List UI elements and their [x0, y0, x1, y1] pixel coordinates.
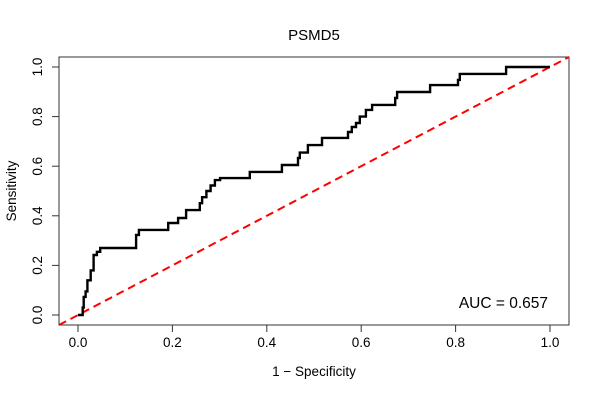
chance-diagonal-line: [58, 56, 570, 326]
y-tick-label: 0.6: [30, 157, 45, 176]
y-axis-title: Sensitivity: [4, 160, 19, 221]
chart-title: PSMD5: [288, 27, 340, 44]
x-tick-label: 0.8: [446, 335, 465, 350]
x-axis-title: 1 − Specificity: [272, 364, 356, 379]
x-tick-label: 0.4: [257, 335, 276, 350]
plot-border: [58, 56, 570, 326]
roc-curve: [78, 65, 550, 317]
y-tick-label: 0.4: [30, 206, 45, 225]
y-tick-label: 0.2: [30, 256, 45, 275]
x-tick-label: 0.0: [69, 335, 88, 350]
x-axis: 0.0 0.2 0.4 0.6 0.8 1.0: [69, 325, 560, 350]
x-tick-label: 0.6: [352, 335, 371, 350]
y-tick-label: 0.8: [30, 107, 45, 126]
x-tick-label: 0.2: [163, 335, 182, 350]
x-tick-label: 1.0: [541, 335, 560, 350]
y-axis: 0.0 0.2 0.4 0.6 0.8 1.0: [30, 58, 59, 325]
y-tick-label: 0.0: [30, 306, 45, 325]
auc-annotation: AUC = 0.657: [459, 295, 548, 312]
y-tick-label: 1.0: [30, 58, 45, 77]
